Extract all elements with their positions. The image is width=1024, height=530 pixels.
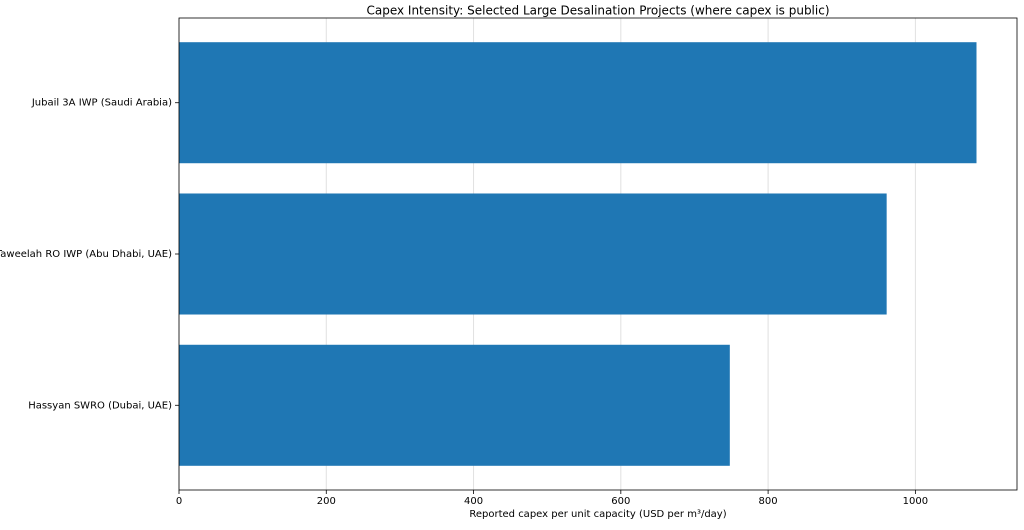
plot-frame	[178, 17, 1018, 491]
bar	[179, 344, 730, 466]
x-tick-label: 200	[317, 496, 336, 507]
x-tick-label: 800	[759, 496, 778, 507]
y-tick-label: Taweelah RO IWP (Abu Dhabi, UAE)	[0, 249, 172, 260]
x-tick-label: 1000	[903, 496, 928, 507]
x-tick-label: 0	[176, 496, 182, 507]
x-tick-label: 600	[611, 496, 630, 507]
bar	[179, 193, 887, 315]
x-tick-label: 400	[464, 496, 483, 507]
y-tick-label: Jubail 3A IWP (Saudi Arabia)	[31, 98, 172, 109]
bar	[179, 42, 977, 164]
chart-title: Capex Intensity: Selected Large Desalina…	[366, 4, 829, 18]
y-tick-label: Hassyan SWRO (Dubai, UAE)	[28, 400, 172, 411]
x-axis-label: Reported capex per unit capacity (USD pe…	[469, 509, 726, 520]
